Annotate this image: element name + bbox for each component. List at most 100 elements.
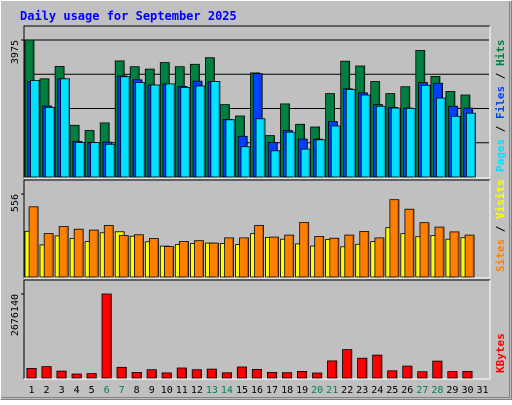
legend-item-pages: Pages <box>494 139 507 172</box>
bar-sites-day-14 <box>224 237 235 278</box>
bar-pages-day-4 <box>75 142 85 178</box>
bar-pages-day-15 <box>240 146 251 178</box>
x-tick-label-day-4: 4 <box>74 385 80 396</box>
bar-kbytes-day-3 <box>56 370 67 379</box>
legend-item-visits: Visits <box>494 179 507 219</box>
bar-kbytes-day-19 <box>296 370 308 379</box>
bar-kbytes-day-26 <box>402 365 413 379</box>
panel-hits-files-pages-shadow-edge <box>23 25 490 178</box>
bar-pages-day-6 <box>105 143 116 178</box>
x-tick-label-day-15: 15 <box>236 385 248 396</box>
bar-sites-day-25 <box>389 199 400 278</box>
bar-sites-day-15 <box>239 237 250 278</box>
x-tick-label-day-25: 25 <box>386 385 398 396</box>
x-tick-label-day-11: 11 <box>176 385 188 396</box>
bar-pages-day-20 <box>315 139 326 178</box>
bar-sites-day-3 <box>58 226 69 278</box>
panel-kbytes-shadow-edge <box>23 279 490 379</box>
legend-separator: / <box>494 66 507 86</box>
legend-separator: / <box>494 219 507 239</box>
x-tick-label-day-27: 27 <box>416 385 428 396</box>
bar-pages-day-23 <box>360 94 371 178</box>
bar-sites-day-18 <box>284 234 295 278</box>
bar-pages-day-5 <box>90 142 100 178</box>
chart-title: Daily usage for September 2025 <box>20 9 237 23</box>
bar-kbytes-day-8 <box>131 371 142 379</box>
bar-pages-day-3 <box>60 78 70 178</box>
bar-pages-day-17 <box>270 150 281 178</box>
bar-pages-day-24 <box>375 105 386 178</box>
bar-sites-day-23 <box>359 231 370 278</box>
x-tick-label-day-8: 8 <box>134 385 140 396</box>
ymax-label-visits-sites: 556 <box>10 194 21 212</box>
bar-sites-day-6 <box>103 225 114 278</box>
bar-sites-day-5 <box>88 229 99 278</box>
bar-pages-day-11 <box>180 87 191 178</box>
bar-sites-day-24 <box>374 237 385 278</box>
bar-kbytes-day-2 <box>41 366 52 379</box>
bar-pages-day-12 <box>195 85 206 178</box>
bar-sites-day-11 <box>179 241 189 278</box>
bar-pages-day-7 <box>120 76 131 178</box>
x-tick-label-day-30: 30 <box>461 385 473 396</box>
bar-kbytes-day-17 <box>266 371 278 379</box>
bar-sites-day-20 <box>314 236 325 278</box>
bar-sites-day-12 <box>194 240 204 278</box>
panel-kbytes-area <box>24 280 490 379</box>
bar-kbytes-day-15 <box>236 366 248 379</box>
x-tick-label-day-22: 22 <box>341 385 353 396</box>
bar-pages-day-18 <box>285 131 296 178</box>
bar-sites-day-9 <box>148 238 159 278</box>
bar-sites-day-28 <box>434 226 445 278</box>
legend-item-kbytes: KBytes <box>494 333 507 373</box>
bar-kbytes-day-5 <box>86 373 97 379</box>
x-tick-label-day-28: 28 <box>431 385 443 396</box>
legend-item-sites: Sites <box>494 239 507 272</box>
bar-sites-day-10 <box>163 246 174 278</box>
bar-pages-day-8 <box>135 82 146 178</box>
bar-kbytes-day-20 <box>312 372 323 379</box>
bar-pages-day-21 <box>330 125 341 178</box>
bar-pages-day-16 <box>255 118 266 178</box>
bar-pages-day-25 <box>390 107 401 178</box>
bar-sites-day-16 <box>254 225 265 278</box>
bar-kbytes-day-25 <box>387 370 398 379</box>
panel-visits-sites-light-edge <box>24 180 491 279</box>
bar-pages-day-14 <box>225 119 236 178</box>
bar-pages-day-26 <box>405 108 416 178</box>
x-tick-label-day-18: 18 <box>281 385 293 396</box>
panel-hits-files-pages-light-edge <box>24 26 491 179</box>
bar-pages-day-13 <box>210 81 221 178</box>
bar-sites-day-21 <box>329 237 340 278</box>
bar-pages-day-27 <box>420 84 431 178</box>
bar-sites-day-7 <box>118 235 129 278</box>
bar-kbytes-day-30 <box>462 370 473 379</box>
legend-separator: / <box>494 119 507 139</box>
bar-sites-day-17 <box>269 236 280 278</box>
bar-pages-day-19 <box>300 148 311 178</box>
bar-kbytes-day-14 <box>221 372 233 379</box>
legend-kbytes: KBytes <box>494 333 507 373</box>
bar-kbytes-day-6 <box>101 293 112 379</box>
x-tick-label-day-1: 1 <box>28 385 34 396</box>
x-tick-label-day-20: 20 <box>311 385 323 396</box>
bar-kbytes-day-24 <box>372 354 383 379</box>
bar-kbytes-day-9 <box>146 369 157 379</box>
bar-sites-day-4 <box>73 228 84 278</box>
bar-kbytes-day-4 <box>71 373 82 379</box>
bar-kbytes-day-18 <box>281 372 293 379</box>
x-tick-label-day-13: 13 <box>206 385 218 396</box>
bar-sites-day-22 <box>344 234 355 278</box>
legend-hits-files-pages: Pages / Files / Hits <box>494 40 507 173</box>
x-tick-label-day-16: 16 <box>251 385 263 396</box>
x-tick-label-day-3: 3 <box>59 385 65 396</box>
bar-pages-day-2 <box>45 107 55 178</box>
panel-kbytes-light-edge <box>24 280 491 380</box>
bar-pages-day-1 <box>30 80 40 178</box>
bar-kbytes-day-27 <box>417 371 428 379</box>
bar-pages-day-29 <box>450 115 461 178</box>
bar-kbytes-day-21 <box>327 360 338 379</box>
